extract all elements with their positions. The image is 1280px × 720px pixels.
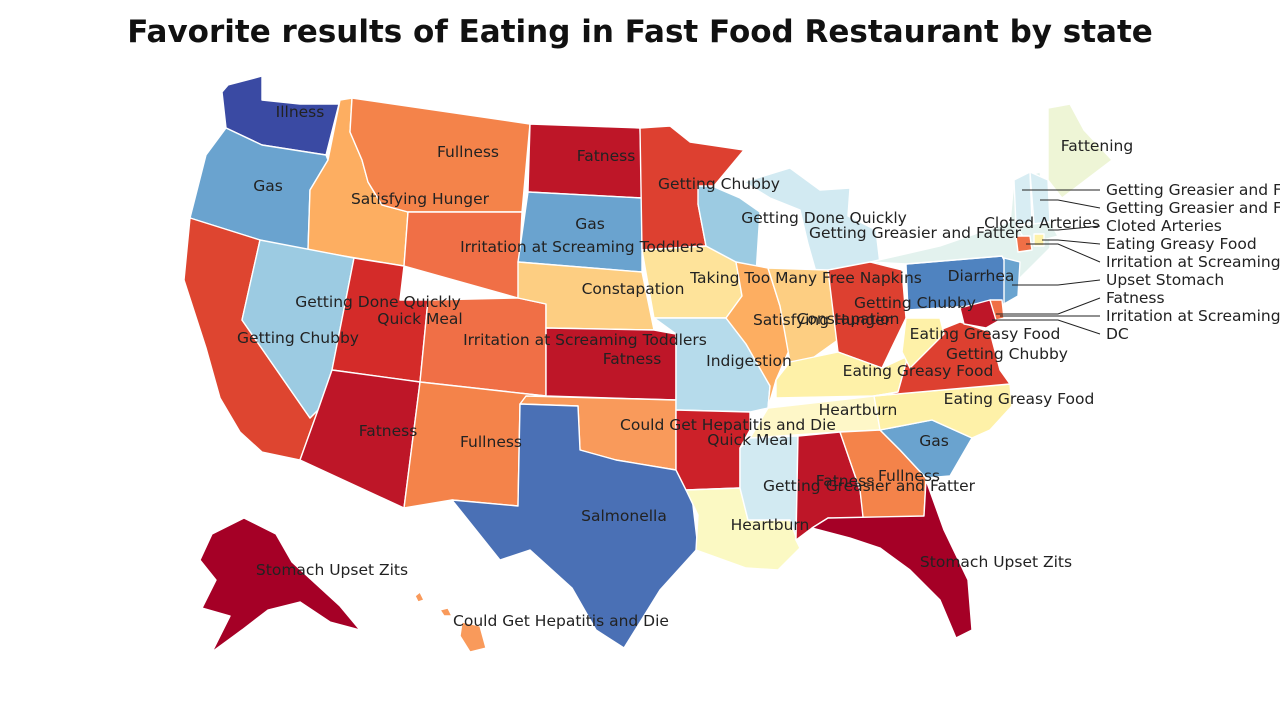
- state-label-co: Irritation at Screaming Toddlers: [463, 331, 707, 349]
- state-label-nd: Fatness: [577, 147, 636, 165]
- state-shape-ms: [739, 435, 801, 549]
- map-title: Favorite results of Eating in Fast Food …: [127, 14, 1153, 50]
- state-label-al: Fatness: [816, 472, 875, 490]
- state-label-tx: Salmonella: [581, 507, 667, 525]
- state-label-sc: Gas: [919, 432, 949, 450]
- state-label-in: Constapation: [797, 310, 900, 328]
- state-label-pa: Diarrhea: [948, 267, 1015, 285]
- state-shape-wv: [901, 317, 945, 369]
- callout-label: Irritation at Screaming: [1106, 253, 1280, 271]
- state-shape-nc: [873, 383, 1013, 439]
- state-label-sd: Gas: [575, 215, 605, 233]
- callout-label: Fatness: [1106, 289, 1165, 307]
- state-label-ky: Eating Greasy Food: [843, 362, 994, 380]
- state-label-mo: Indigestion: [706, 352, 792, 370]
- state-label-il: Satisfying Hunger: [753, 311, 892, 329]
- state-label-oh: Getting Chubby: [854, 294, 976, 312]
- state-shape-hi: [414, 591, 487, 653]
- state-label-ms: Getting Greasier and Fatter: [763, 477, 976, 495]
- callout-leader-line: [1042, 239, 1101, 245]
- state-label-ut2: Quick Meal: [377, 310, 462, 328]
- state-label-va: Getting Chubby: [946, 345, 1068, 363]
- state-label-me: Fattening: [1061, 137, 1133, 155]
- callout-leader-line: [992, 319, 1101, 335]
- callout-leader-line: [1040, 199, 1101, 209]
- callout-leader-line: [996, 297, 1101, 315]
- callout-label: Cloted Arteries: [1106, 217, 1222, 235]
- state-label-ut: Getting Done Quickly: [295, 293, 461, 311]
- callout-label: Upset Stomach: [1106, 271, 1224, 289]
- state-shape-md: [959, 299, 1001, 329]
- callout-label: Irritation at Screaming: [1106, 307, 1280, 325]
- state-label-ok: Could Get Hepatitis and Die: [620, 416, 836, 434]
- state-label-fl: Stomach Upset Zits: [920, 553, 1072, 571]
- callout-label: Getting Greasier and F: [1106, 181, 1280, 199]
- state-label-nv: Getting Chubby: [237, 329, 359, 347]
- state-label-nc: Eating Greasy Food: [944, 390, 1095, 408]
- state-label-mn: Getting Chubby: [658, 175, 780, 193]
- callout-leader-line: [1012, 279, 1101, 286]
- state-shape-fl: [811, 479, 973, 639]
- callout-label: Eating Greasy Food: [1106, 235, 1257, 253]
- state-label-hi: Could Get Hepatitis and Die: [453, 612, 669, 630]
- state-label-wa: Illness: [276, 103, 325, 121]
- state-label-az: Fatness: [359, 422, 418, 440]
- state-shape-nj: [1003, 257, 1021, 305]
- state-shape-ak: [199, 517, 361, 653]
- state-shape-vt: [1013, 171, 1033, 227]
- state-label-ga: Fullness: [878, 467, 940, 485]
- state-label-ne: Constapation: [582, 280, 685, 298]
- state-label-wy: Irritation at Screaming Toddlers: [460, 238, 704, 256]
- state-shape-tx: [451, 403, 699, 649]
- callout-leader-line: [1048, 225, 1101, 231]
- state-label-mt: Fullness: [437, 143, 499, 161]
- state-label-tn: Heartburn: [819, 401, 898, 419]
- state-shape-de: [989, 299, 1005, 321]
- callout-label: DC: [1106, 325, 1129, 343]
- state-shape-az: [299, 369, 421, 509]
- state-label-or: Gas: [253, 177, 283, 195]
- state-label-ny: Cloted Arteries: [984, 214, 1100, 232]
- state-label-wi: Getting Done Quickly: [741, 209, 907, 227]
- state-label-mi: Getting Greasier and Fatter: [809, 224, 1022, 242]
- state-shape-mt: [349, 97, 531, 213]
- state-label-ar: Quick Meal: [707, 431, 792, 449]
- state-label-ia: Taking Too Many Free Napkins: [689, 269, 922, 287]
- state-label-nm: Fullness: [460, 433, 522, 451]
- callout-leader-line: [1026, 243, 1101, 263]
- state-label-la: Heartburn: [731, 516, 810, 534]
- callout-label: Getting Greasier and F: [1106, 199, 1280, 217]
- state-label-wv: Eating Greasy Food: [910, 325, 1061, 343]
- state-label-ks: Fatness: [603, 350, 662, 368]
- state-shape-ri: [1033, 233, 1045, 247]
- state-shape-ct: [1015, 235, 1033, 253]
- state-label-ak: Stomach Upset Zits: [256, 561, 408, 579]
- state-label-id: Satisfying Hunger: [351, 190, 490, 208]
